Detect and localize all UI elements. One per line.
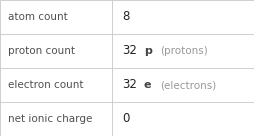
Text: e: e [144, 80, 151, 90]
Text: (protons): (protons) [160, 46, 208, 56]
Text: 0: 0 [122, 112, 129, 126]
Text: electron count: electron count [8, 80, 83, 90]
Text: 8: 8 [122, 10, 129, 24]
Text: net ionic charge: net ionic charge [8, 114, 92, 124]
Text: p: p [144, 46, 152, 56]
Text: (electrons): (electrons) [160, 80, 216, 90]
Text: atom count: atom count [8, 12, 67, 22]
Text: proton count: proton count [8, 46, 75, 56]
Text: 32: 32 [122, 44, 137, 58]
Text: 32: 32 [122, 78, 137, 92]
